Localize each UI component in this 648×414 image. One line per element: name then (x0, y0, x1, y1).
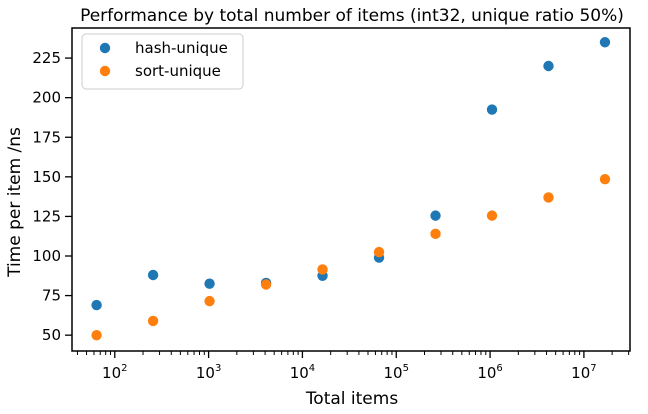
plot-frame (71, 27, 631, 352)
sort-unique-point (204, 295, 215, 307)
legend: hash-unique sort-unique (81, 33, 244, 90)
x-tick-label: 102 (102, 363, 127, 382)
legend-marker (99, 42, 111, 54)
hash-unique-point (543, 60, 554, 72)
y-tick-label: 100 (32, 247, 61, 265)
legend-marker (99, 65, 111, 77)
sort-unique-point (91, 329, 102, 341)
legend-label: hash-unique (135, 39, 228, 57)
x-tick-label: 104 (290, 363, 315, 382)
y-tick-label: 75 (42, 287, 61, 305)
y-tick-label: 175 (32, 128, 61, 146)
series-sort-unique (91, 174, 611, 341)
hash-unique-point (486, 104, 498, 115)
x-tick-label: 106 (477, 363, 502, 382)
x-axis-label: Total items (305, 389, 399, 409)
hash-unique-point (599, 37, 611, 48)
x-tick-exponent: 6 (496, 363, 502, 374)
sort-unique-point (543, 192, 554, 203)
y-tick-label: 50 (42, 326, 61, 344)
x-tick-label: 105 (384, 363, 409, 382)
x-tick-exponent: 3 (215, 363, 221, 374)
legend-box (81, 33, 244, 90)
legend-label: sort-unique (135, 62, 221, 80)
chart-title: Performance by total number of items (in… (80, 6, 624, 26)
x-tick-exponent: 5 (403, 363, 409, 374)
hash-unique-point (91, 299, 102, 311)
x-tick-base: 10 (196, 364, 215, 382)
y-axis-label: Time per item /ns (5, 127, 25, 278)
sort-unique-point (373, 246, 385, 258)
sort-unique-point (147, 315, 159, 327)
x-tick-base: 10 (477, 364, 496, 382)
sort-unique-point (317, 264, 328, 275)
x-tick-exponent: 4 (309, 363, 315, 374)
sort-unique-point (430, 228, 441, 240)
sort-unique-point (260, 279, 272, 290)
x-tick-label: 107 (571, 363, 596, 382)
x-tick-exponent: 2 (121, 363, 127, 374)
sort-unique-point (599, 174, 611, 185)
x-tick-exponent: 7 (590, 363, 596, 374)
data-points (91, 37, 611, 341)
x-tick-base: 10 (290, 364, 309, 382)
x-tick-base: 10 (102, 364, 121, 382)
hash-unique-point (430, 210, 441, 221)
x-tick-base: 10 (384, 364, 403, 382)
hash-unique-point (204, 278, 215, 289)
x-tick-base: 10 (571, 364, 590, 382)
y-tick-label: 125 (32, 207, 61, 225)
x-tick-label: 103 (196, 363, 221, 382)
sort-unique-point (486, 210, 498, 221)
y-tick-label: 200 (32, 89, 61, 107)
y-tick-label: 225 (32, 49, 61, 67)
y-tick-label: 150 (32, 168, 61, 186)
hash-unique-point (147, 269, 159, 281)
